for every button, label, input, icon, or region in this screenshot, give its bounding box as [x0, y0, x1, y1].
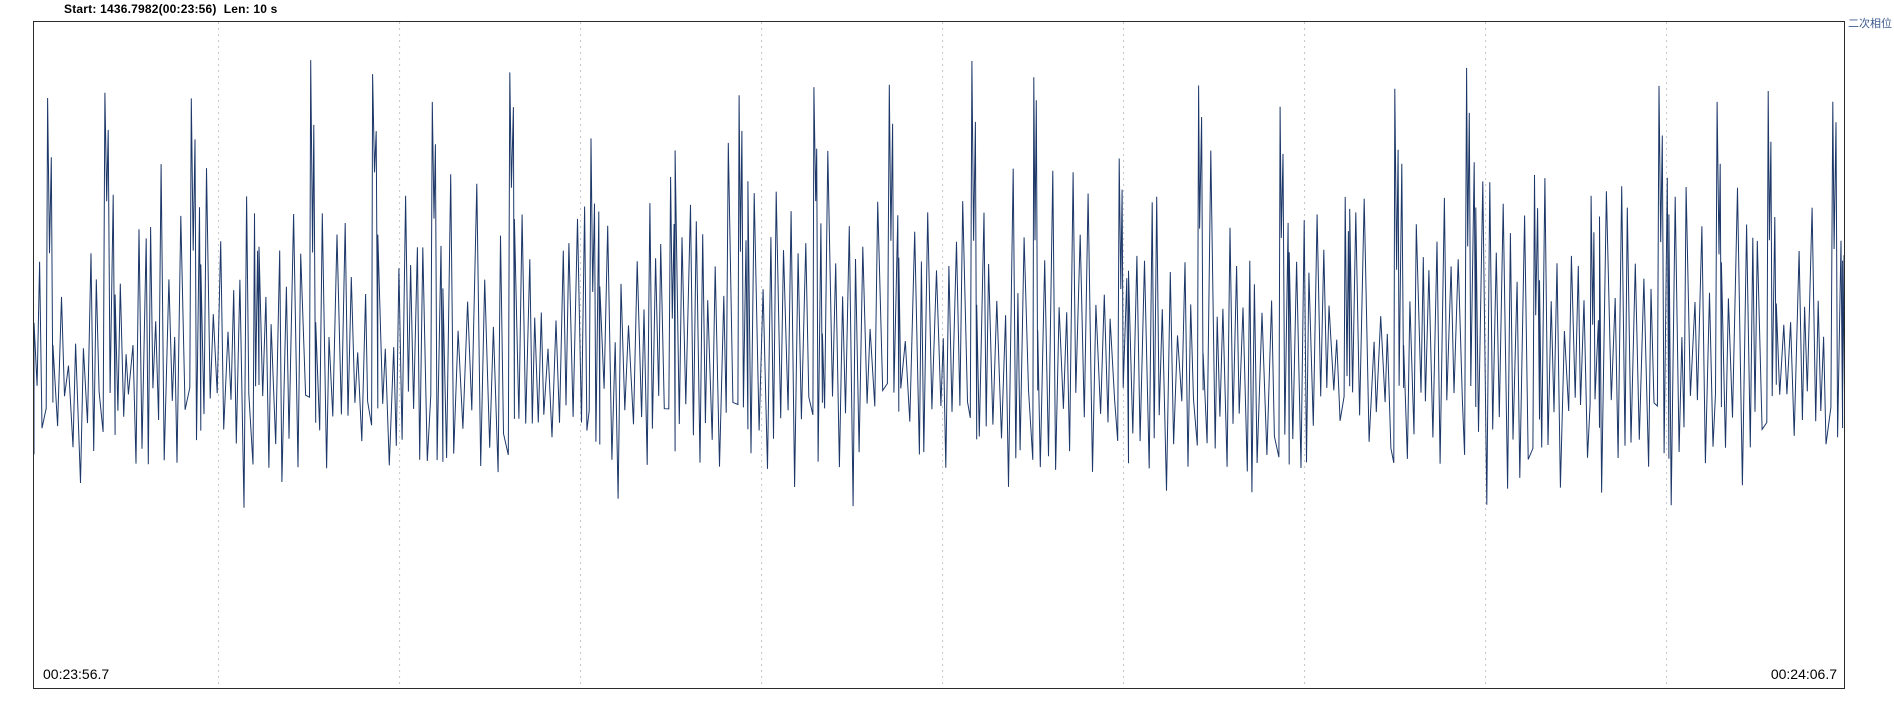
- waveform-plot-area[interactable]: 00:23:56.7 00:24:06.7: [33, 21, 1845, 689]
- segment-info-label: Start: 1436.7982(00:23:56) Len: 10 s: [64, 2, 278, 16]
- end-time-label: 00:24:06.7: [1770, 666, 1837, 682]
- series-label: 二次相位: [1848, 18, 1892, 30]
- start-time-label: 00:23:56.7: [43, 666, 110, 682]
- waveform-chart: [34, 22, 1844, 688]
- waveform-trace: [34, 60, 1844, 508]
